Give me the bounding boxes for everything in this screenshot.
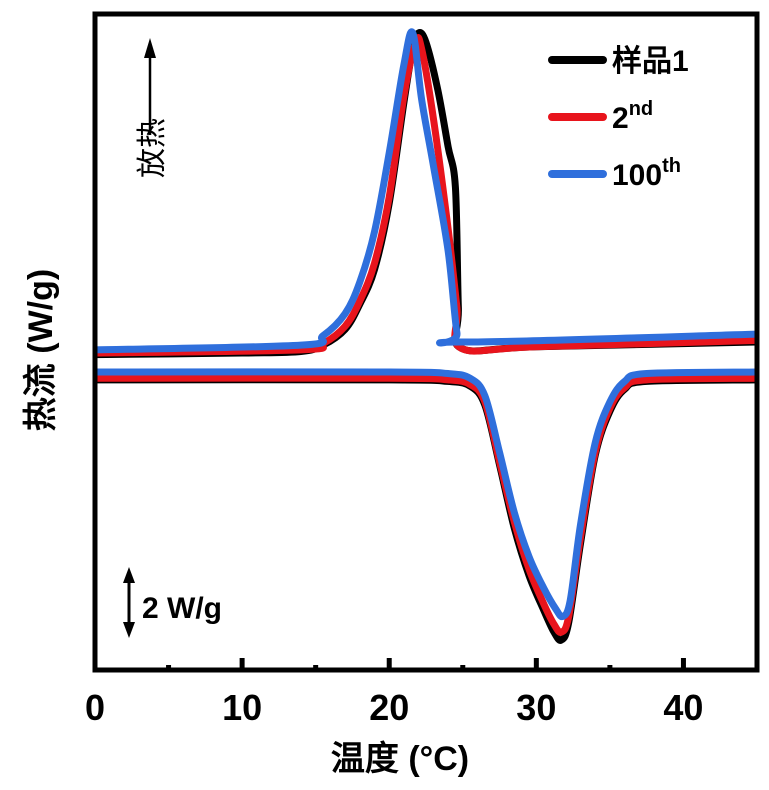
y-axis-label: 热流 (W/g)	[22, 269, 60, 431]
legend-label: 样品1	[612, 45, 689, 78]
plot-frame	[92, 11, 760, 673]
exo-label: 放热	[136, 118, 169, 178]
legend: 样品1 2nd 100th	[548, 45, 689, 192]
x-tick-label: 20	[369, 687, 409, 728]
x-tick-labels: 0 10 20 30 40	[85, 687, 703, 728]
exo-annotation: 放热	[136, 38, 169, 178]
x-tick-label: 10	[222, 687, 262, 728]
series-2-heating-line	[94, 368, 758, 621]
x-axis-label: 温度 (°C)	[331, 740, 469, 778]
x-tick-label: 0	[85, 687, 105, 728]
x-tick-label: 30	[516, 687, 556, 728]
x-tick-label: 40	[663, 687, 703, 728]
series-2-cooling-line	[94, 28, 758, 354]
legend-label: 2nd	[612, 98, 653, 135]
legend-label: 100th	[612, 155, 681, 192]
scale-bar-down-arrow-icon	[123, 622, 135, 638]
scale-bar-label: 2 W/g	[142, 592, 222, 625]
curves-layer	[94, 28, 758, 644]
scale-bar: 2 W/g	[123, 567, 222, 638]
exo-arrow-icon	[144, 38, 156, 58]
scale-bar-up-arrow-icon	[123, 567, 135, 583]
x-ticks	[166, 658, 686, 670]
